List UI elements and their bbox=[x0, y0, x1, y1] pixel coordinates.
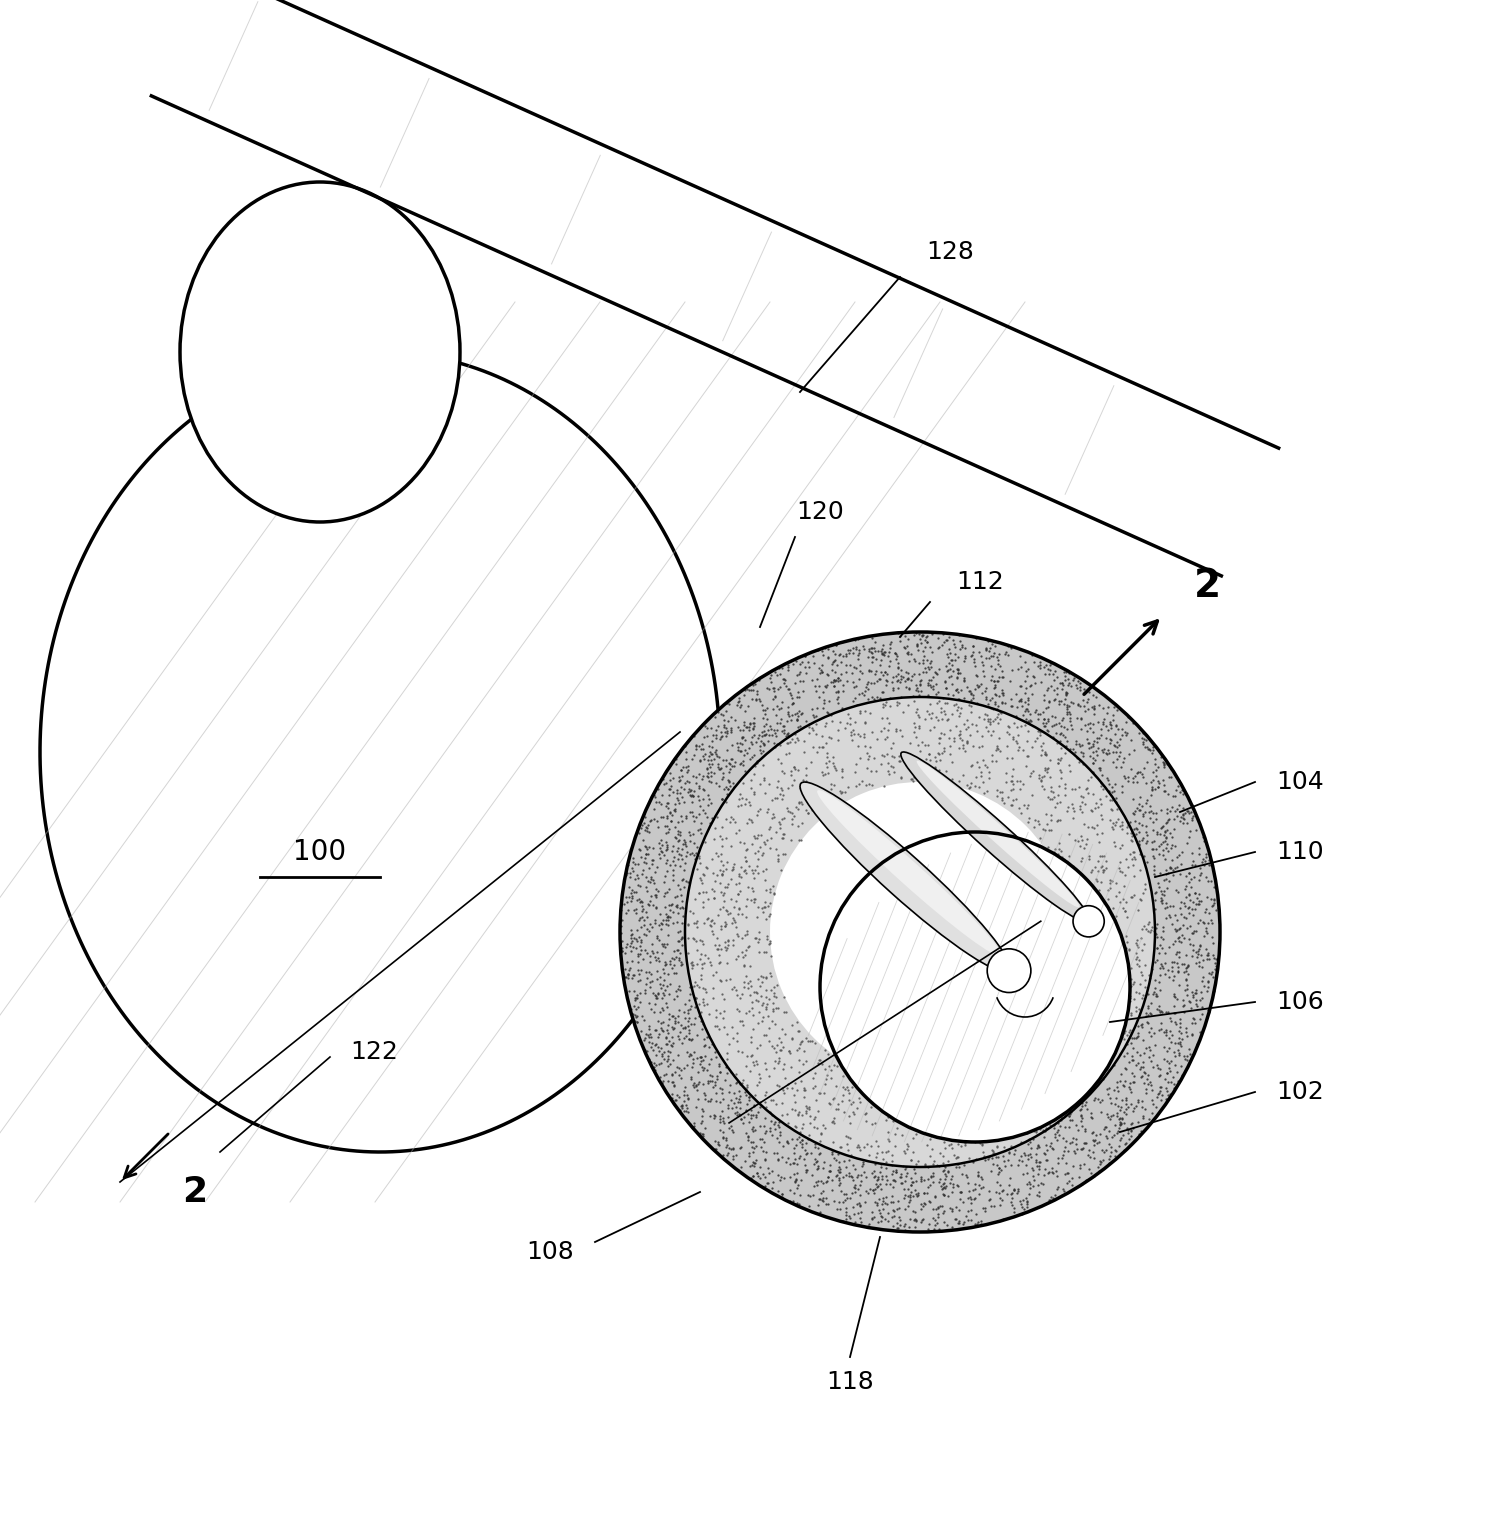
Text: 122: 122 bbox=[350, 1040, 398, 1065]
Ellipse shape bbox=[901, 752, 1088, 922]
Circle shape bbox=[1074, 905, 1105, 938]
Text: 2: 2 bbox=[183, 1175, 207, 1209]
Circle shape bbox=[820, 832, 1130, 1141]
Text: 120: 120 bbox=[797, 499, 844, 524]
Wedge shape bbox=[685, 697, 1155, 1167]
Circle shape bbox=[987, 948, 1030, 993]
Ellipse shape bbox=[800, 781, 1010, 971]
Text: 128: 128 bbox=[926, 241, 974, 264]
Text: 112: 112 bbox=[956, 570, 1004, 594]
Text: 100: 100 bbox=[293, 838, 347, 866]
Ellipse shape bbox=[917, 761, 1080, 907]
Text: 104: 104 bbox=[1276, 771, 1324, 794]
Text: 2: 2 bbox=[1194, 567, 1221, 605]
Text: 102: 102 bbox=[1276, 1080, 1324, 1105]
Ellipse shape bbox=[817, 791, 1001, 956]
Text: 108: 108 bbox=[526, 1239, 573, 1264]
Text: 118: 118 bbox=[826, 1370, 874, 1394]
Text: 110: 110 bbox=[1276, 840, 1324, 864]
Ellipse shape bbox=[180, 182, 460, 522]
Text: 106: 106 bbox=[1276, 990, 1324, 1014]
Polygon shape bbox=[40, 352, 721, 1152]
Wedge shape bbox=[619, 633, 1219, 1232]
